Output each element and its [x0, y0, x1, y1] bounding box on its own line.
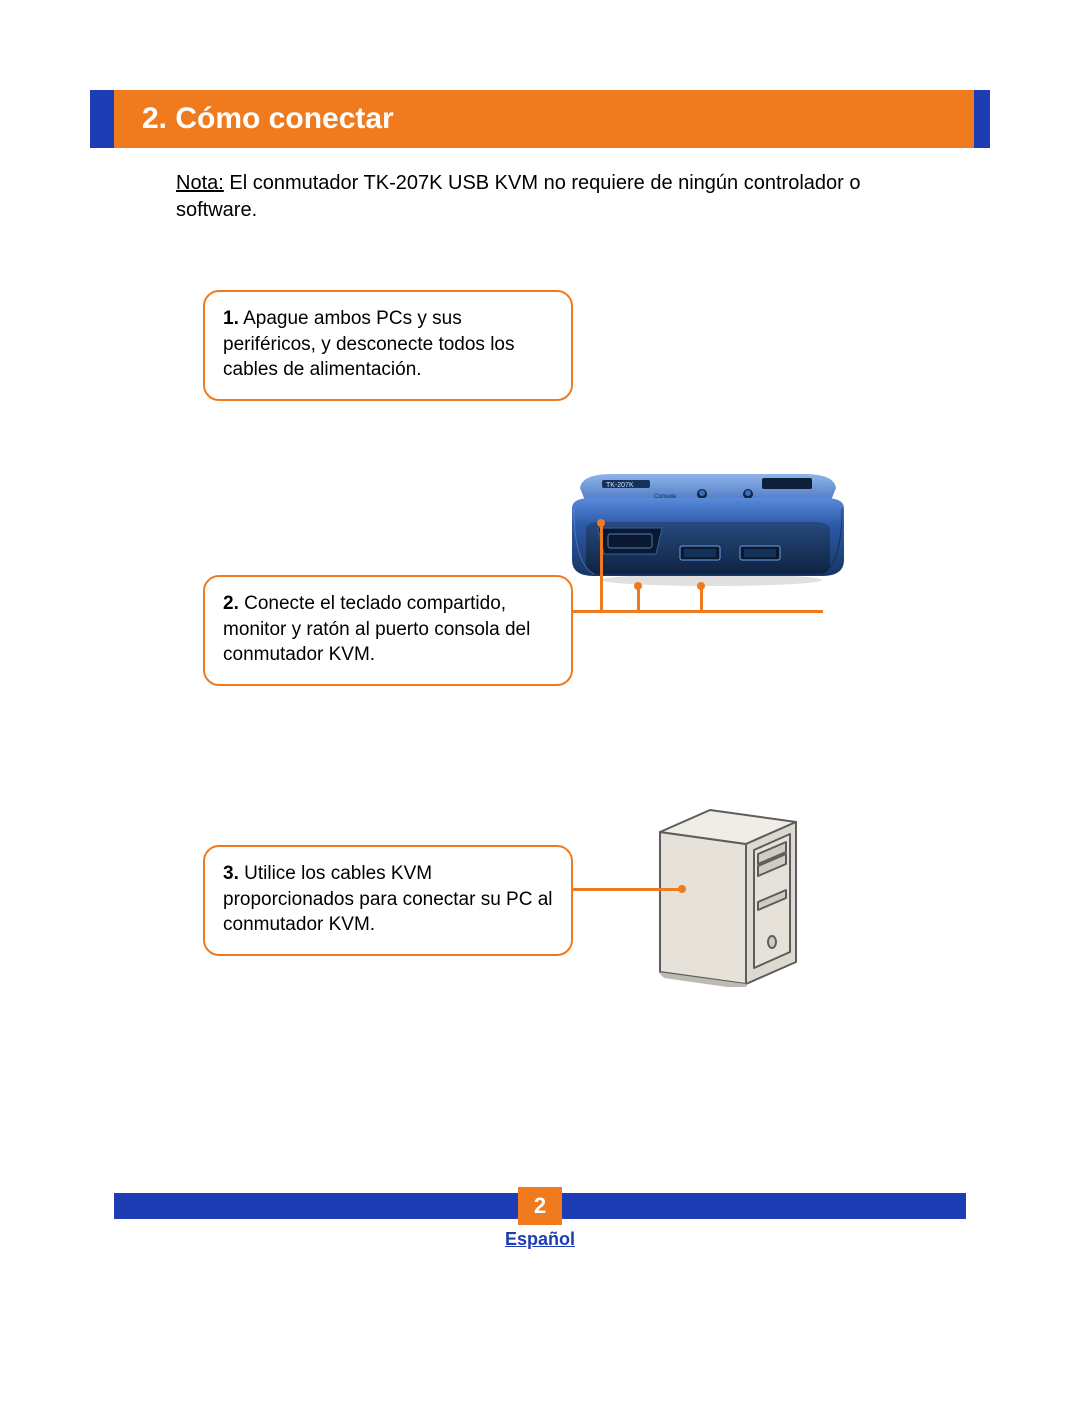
connector-dot: [634, 582, 642, 590]
step-3-text: Utilice los cables KVM proporcionados pa…: [223, 863, 553, 935]
section-title: 2. Cómo conectar: [114, 90, 974, 148]
connector-dot: [678, 885, 686, 893]
manual-page: 2. Cómo conectar Nota: El conmutador TK-…: [90, 90, 990, 1330]
step-1-number: 1.: [223, 308, 239, 329]
content-area: Nota: El conmutador TK-207K USB KVM no r…: [90, 148, 990, 224]
language-label: Español: [90, 1229, 990, 1250]
note-text: Nota: El conmutador TK-207K USB KVM no r…: [176, 170, 916, 224]
connector-line: [573, 610, 823, 613]
connector-line: [573, 888, 683, 891]
step-2-box: 2. Conecte el teclado compartido, monito…: [203, 575, 573, 686]
step-2-text: Conecte el teclado compartido, monitor y…: [223, 593, 530, 665]
footer-bar: 2: [114, 1193, 966, 1219]
note-body: El conmutador TK-207K USB KVM no requier…: [176, 172, 860, 221]
page-number: 2: [518, 1187, 562, 1225]
connector-dot: [697, 582, 705, 590]
note-label: Nota:: [176, 172, 224, 194]
kvm-device-illustration: TK-207K Console: [552, 468, 852, 586]
title-accent-left: [90, 90, 114, 148]
device-model-label: TK-207K: [606, 482, 634, 489]
page-footer: 2 Español: [90, 1193, 990, 1250]
step-3-number: 3.: [223, 863, 239, 884]
step-1-text: Apague ambos PCs y sus periféricos, y de…: [223, 308, 515, 380]
connector-dot: [597, 519, 605, 527]
step-1-box: 1. Apague ambos PCs y sus periféricos, y…: [203, 290, 573, 401]
pc-tower-illustration: [650, 802, 825, 987]
connector-line: [600, 522, 603, 610]
step-2-number: 2.: [223, 593, 239, 614]
title-accent-right: [974, 90, 990, 148]
title-banner: 2. Cómo conectar: [90, 90, 990, 148]
step-3-box: 3. Utilice los cables KVM proporcionados…: [203, 845, 573, 956]
